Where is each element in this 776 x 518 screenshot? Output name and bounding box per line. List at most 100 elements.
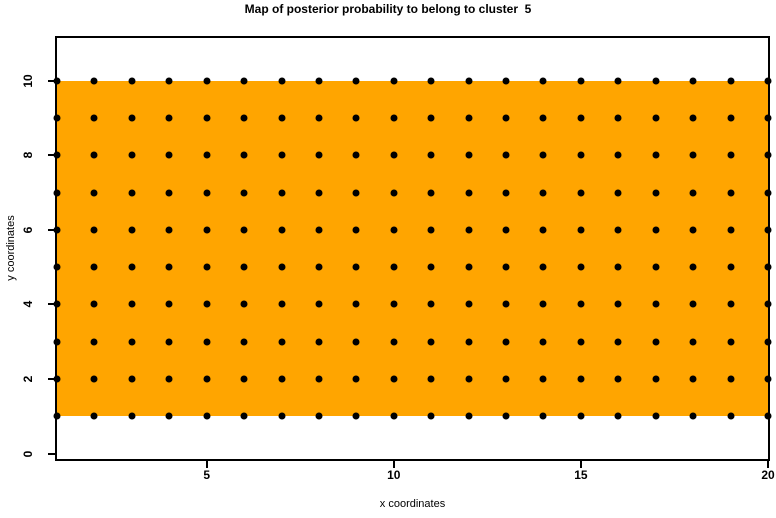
grid-point [352,77,360,85]
grid-point [128,338,136,346]
grid-point [652,412,660,420]
grid-point [502,114,510,122]
grid-point [90,226,98,234]
grid-point [502,412,510,420]
grid-point [427,77,435,85]
grid-point [90,300,98,308]
grid-point [203,77,211,85]
grid-point [689,338,697,346]
grid-point [727,226,735,234]
grid-point [577,189,585,197]
grid-point [764,300,772,308]
grid-point [652,151,660,159]
grid-point [240,189,248,197]
grid-point [764,375,772,383]
grid-point [502,263,510,271]
grid-point [352,189,360,197]
y-tick-label: 8 [21,151,35,159]
grid-point [727,338,735,346]
grid-point [427,338,435,346]
grid-point [539,77,547,85]
grid-point [128,114,136,122]
grid-point [652,338,660,346]
grid-point [315,189,323,197]
grid-point [614,263,622,271]
grid-point [165,114,173,122]
grid-point [278,300,286,308]
grid-point [315,114,323,122]
grid-point [689,300,697,308]
grid-point [278,114,286,122]
grid-point [502,338,510,346]
grid-point [539,412,547,420]
grid-point [165,77,173,85]
grid-point [689,226,697,234]
y-tick-mark [48,303,55,306]
y-tick-label: 6 [21,226,35,234]
grid-point [465,300,473,308]
grid-point [764,151,772,159]
grid-point [128,189,136,197]
grid-point [390,77,398,85]
grid-point [577,263,585,271]
grid-point [539,300,547,308]
grid-point [240,375,248,383]
grid-point [465,263,473,271]
grid-point [390,189,398,197]
grid-point [203,114,211,122]
grid-point [390,375,398,383]
grid-point [689,189,697,197]
grid-point [539,263,547,271]
grid-point [614,226,622,234]
grid-point [689,114,697,122]
y-tick-label: 2 [21,375,35,383]
grid-point [652,77,660,85]
grid-point [465,114,473,122]
grid-point [90,77,98,85]
grid-point [240,226,248,234]
grid-point [614,189,622,197]
grid-point [165,189,173,197]
grid-point [577,375,585,383]
grid-point [539,114,547,122]
grid-point [53,151,61,159]
grid-point [128,412,136,420]
grid-point [427,375,435,383]
grid-point [165,263,173,271]
grid-point [727,114,735,122]
grid-point [727,300,735,308]
x-axis-label: x coordinates [379,498,446,510]
grid-point [53,300,61,308]
grid-point [315,338,323,346]
grid-point [577,412,585,420]
grid-point [53,189,61,197]
grid-point [203,300,211,308]
grid-point [614,412,622,420]
y-tick-mark [48,79,55,82]
grid-point [90,412,98,420]
grid-point [203,151,211,159]
grid-point [652,114,660,122]
grid-point [465,151,473,159]
grid-point [727,375,735,383]
grid-point [652,263,660,271]
grid-point [240,151,248,159]
grid-points-layer [53,38,772,459]
grid-point [165,375,173,383]
grid-point [727,151,735,159]
grid-point [577,226,585,234]
grid-point [427,226,435,234]
y-tick-mark [48,452,55,455]
grid-point [652,300,660,308]
grid-point [240,114,248,122]
grid-point [614,338,622,346]
grid-point [240,77,248,85]
grid-point [278,77,286,85]
grid-point [614,375,622,383]
grid-point [465,189,473,197]
grid-point [652,189,660,197]
grid-point [315,226,323,234]
grid-point [315,77,323,85]
grid-point [278,263,286,271]
grid-point [90,114,98,122]
